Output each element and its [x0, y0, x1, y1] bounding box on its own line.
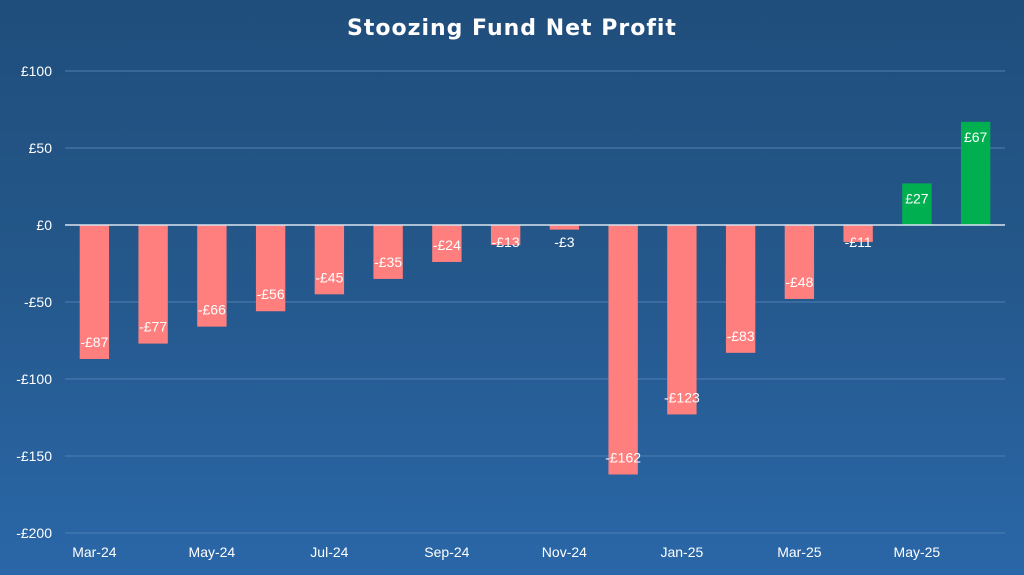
- x-tick-label: Jul-24: [310, 544, 348, 560]
- data-label: £67: [964, 129, 988, 145]
- data-label: -£11: [845, 234, 872, 250]
- chart-title: Stoozing Fund Net Profit: [347, 16, 677, 41]
- bar: [197, 225, 227, 327]
- bar: [784, 225, 815, 299]
- data-label: -£77: [139, 319, 167, 335]
- y-tick-label: £50: [29, 140, 53, 156]
- data-label: -£24: [433, 237, 461, 253]
- y-tick-label: -£150: [16, 448, 52, 464]
- bar: [255, 225, 286, 312]
- x-tick-label: Jan-25: [660, 544, 703, 560]
- data-label: -£3: [554, 234, 574, 250]
- bar: [667, 225, 697, 415]
- bar: [79, 225, 110, 359]
- data-label: -£48: [785, 274, 813, 290]
- data-label: £27: [905, 190, 929, 206]
- y-tick-label: -£50: [24, 294, 52, 310]
- bar: [432, 225, 462, 262]
- x-tick-label: May-24: [189, 544, 236, 560]
- bar: [608, 225, 638, 475]
- x-tick-label: Mar-25: [777, 544, 822, 560]
- x-tick-label: Nov-24: [542, 544, 587, 560]
- bar: [843, 225, 873, 242]
- bar: [138, 225, 168, 344]
- bar: [373, 225, 403, 279]
- y-tick-label: -£100: [16, 371, 52, 387]
- data-label: -£56: [257, 286, 285, 302]
- bar: [314, 225, 345, 295]
- bar: [960, 121, 991, 225]
- data-label: -£66: [198, 302, 226, 318]
- bar: [549, 225, 580, 230]
- data-label: -£35: [374, 254, 402, 270]
- x-tick-label: Mar-24: [72, 544, 117, 560]
- data-label: -£162: [605, 449, 641, 465]
- y-tick-label: £0: [36, 217, 52, 233]
- data-label: -£13: [492, 234, 520, 250]
- bar: [490, 225, 521, 246]
- bar: [902, 183, 932, 225]
- x-tick-label: May-25: [894, 544, 941, 560]
- bar: [725, 225, 756, 353]
- data-label: -£123: [664, 389, 700, 405]
- x-tick-label: Sep-24: [424, 544, 469, 560]
- y-tick-label: -£200: [16, 525, 52, 541]
- data-label: -£45: [315, 269, 343, 285]
- data-label: -£87: [80, 334, 108, 350]
- y-tick-label: £100: [21, 63, 52, 79]
- data-label: -£83: [727, 328, 755, 344]
